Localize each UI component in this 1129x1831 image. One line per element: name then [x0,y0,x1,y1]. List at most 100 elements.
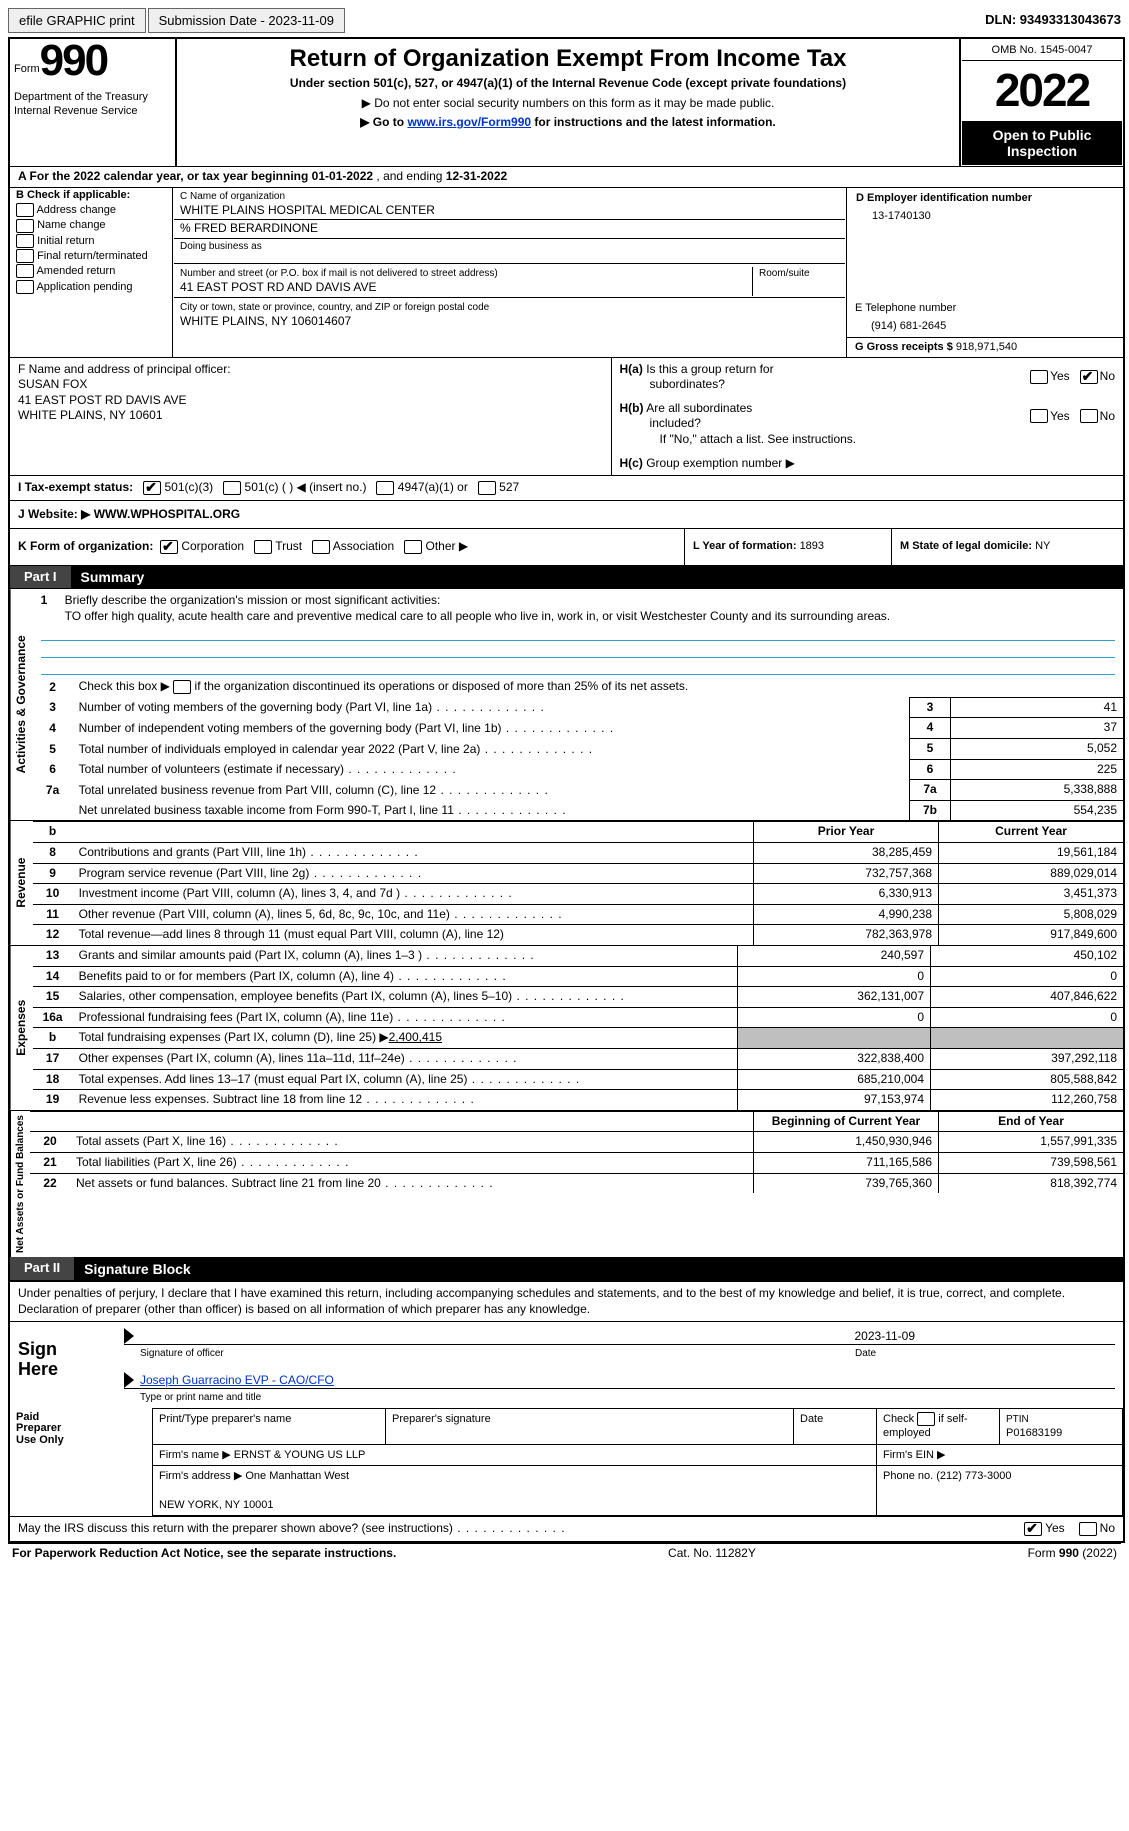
year-formation: 1893 [800,540,824,552]
care-of: % FRED BERARDINONE [180,221,839,237]
hc-label: H(c) Group exemption number ▶ [611,452,1123,476]
line11-prior: 4,990,238 [754,904,939,925]
form-word: Form [14,62,40,76]
part-1-header: Part I Summary [10,565,1123,589]
d-label: D Employer identification number [856,191,1114,205]
line11-current: 5,808,029 [939,904,1124,925]
officer-name-link[interactable]: Joseph Guarracino EVP - CAO/CFO [140,1373,334,1389]
chk-address-change[interactable]: Address change [16,203,166,217]
chk-527[interactable]: 527 [478,480,519,496]
officer-name: SUSAN FOX [18,377,603,393]
chk-application-pending[interactable]: Application pending [16,280,166,294]
line16b-text: Total fundraising expenses (Part IX, col… [73,1028,738,1049]
line18-prior: 685,210,004 [738,1069,931,1090]
current-year-hdr: Current Year [939,822,1124,843]
line1-label: Briefly describe the organization's miss… [65,593,441,607]
discuss-no[interactable] [1079,1522,1097,1536]
b-label: B Check if applicable: [16,188,166,202]
chk-501c[interactable]: 501(c) ( ) ◀ (insert no.) [223,480,366,496]
sign-here-section: SignHere 2023-11-09 Signature of officer… [10,1321,1123,1408]
part-2-header: Part II Signature Block [10,1257,1123,1281]
chk-amended-return[interactable]: Amended return [16,264,166,278]
expenses-section: Expenses 13Grants and similar amounts pa… [10,945,1123,1110]
discuss-yes[interactable] [1024,1522,1042,1536]
submission-date-button[interactable]: Submission Date - 2023-11-09 [148,8,345,33]
ha-yes[interactable] [1030,370,1048,384]
line22-end: 818,392,774 [939,1173,1124,1193]
line17-current: 397,292,118 [931,1048,1124,1069]
line16a-prior: 0 [738,1007,931,1028]
chk-4947[interactable]: 4947(a)(1) or [376,480,467,496]
hb-no[interactable] [1080,409,1098,423]
hb-label: H(b) Are all subordinates included? [620,401,1031,432]
self-employed-hdr: Check if self-employed [877,1409,1000,1445]
line8-prior: 38,285,459 [754,843,939,864]
chk-final-return[interactable]: Final return/terminated [16,249,166,263]
hb-yes[interactable] [1030,409,1048,423]
chk-corporation[interactable] [160,540,178,554]
line7b-value: 554,235 [951,800,1124,820]
netassets-section: Net Assets or Fund Balances Beginning of… [10,1110,1123,1257]
officer-addr1: 41 EAST POST RD DAVIS AVE [18,393,603,409]
activities-governance: Activities & Governance 1Briefly describ… [10,589,1123,820]
chk-self-employed[interactable] [917,1412,935,1426]
hb-note: If "No," attach a list. See instructions… [620,432,1115,448]
begin-year-hdr: Beginning of Current Year [754,1111,939,1132]
line15-prior: 362,131,007 [738,987,931,1008]
form-note-ssn: ▶ Do not enter social security numbers o… [183,96,953,112]
line17-prior: 322,838,400 [738,1048,931,1069]
sig-date: 2023-11-09 [855,1329,1116,1345]
officer-addr2: WHITE PLAINS, NY 10601 [18,408,603,424]
sig-officer-label: Signature of officer [124,1347,855,1360]
footer-left: For Paperwork Reduction Act Notice, see … [12,1546,396,1562]
line14-current: 0 [931,966,1124,987]
efile-print-button[interactable]: efile GRAPHIC print [8,8,146,33]
city-label: City or town, state or province, country… [180,301,839,314]
form-header: Form 990 Department of the TreasuryInter… [10,39,1123,166]
chk-trust[interactable] [254,540,272,554]
section-i: I Tax-exempt status: 501(c)(3) 501(c) ( … [10,475,1123,500]
chk-association[interactable] [312,540,330,554]
org-name: WHITE PLAINS HOSPITAL MEDICAL CENTER [180,203,839,219]
line18-current: 805,588,842 [931,1069,1124,1090]
end-year-hdr: End of Year [939,1111,1124,1132]
dba-label: Doing business as [180,240,839,253]
firm-name: ERNST & YOUNG US LLP [234,1449,366,1461]
revenue-section: Revenue bPrior YearCurrent Year 8Contrib… [10,820,1123,945]
line8-current: 19,561,184 [939,843,1124,864]
prior-year-hdr: Prior Year [754,822,939,843]
sign-here-label: SignHere [10,1322,116,1408]
section-j: J Website: ▶ WWW.WPHOSPITAL.ORG [10,500,1123,529]
paid-preparer-label: PaidPreparerUse Only [10,1409,153,1516]
footer: For Paperwork Reduction Act Notice, see … [8,1543,1121,1564]
mission-text: TO offer high quality, acute health care… [41,609,1115,625]
chk-501c3[interactable]: 501(c)(3) [143,480,213,496]
line13-current: 450,102 [931,946,1124,966]
line14-prior: 0 [738,966,931,987]
open-inspection: Open to PublicInspection [962,121,1122,165]
chk-other[interactable] [404,540,422,554]
form-title: Return of Organization Exempt From Incom… [183,43,953,74]
form-note-link: ▶ Go to www.irs.gov/Form990 for instruct… [183,115,953,131]
irs-link[interactable]: www.irs.gov/Form990 [407,115,531,129]
ha-no[interactable] [1080,370,1098,384]
chk-name-change[interactable]: Name change [16,218,166,232]
prep-date-hdr: Date [794,1409,877,1445]
ein-value: 13-1740130 [856,205,1114,231]
state-domicile: NY [1035,540,1050,552]
discuss-row: May the IRS discuss this return with the… [10,1516,1123,1541]
tab-expenses: Expenses [10,946,33,1110]
top-bar: efile GRAPHIC print Submission Date - 20… [8,8,1121,33]
section-bcde: B Check if applicable: Address change Na… [10,187,1123,357]
chk-initial-return[interactable]: Initial return [16,234,166,248]
street-label: Number and street (or P.O. box if mail i… [180,267,748,280]
line7a-value: 5,338,888 [951,780,1124,801]
line16b-gray2 [931,1028,1124,1049]
line3-text: Number of voting members of the governin… [73,697,910,718]
line15-current: 407,846,622 [931,987,1124,1008]
line19-prior: 97,153,974 [738,1090,931,1110]
line4-value: 37 [951,718,1124,739]
website-value: WWW.WPHOSPITAL.ORG [94,507,240,521]
section-fh: F Name and address of principal officer:… [10,357,1123,476]
chk-discontinued[interactable] [173,680,191,694]
